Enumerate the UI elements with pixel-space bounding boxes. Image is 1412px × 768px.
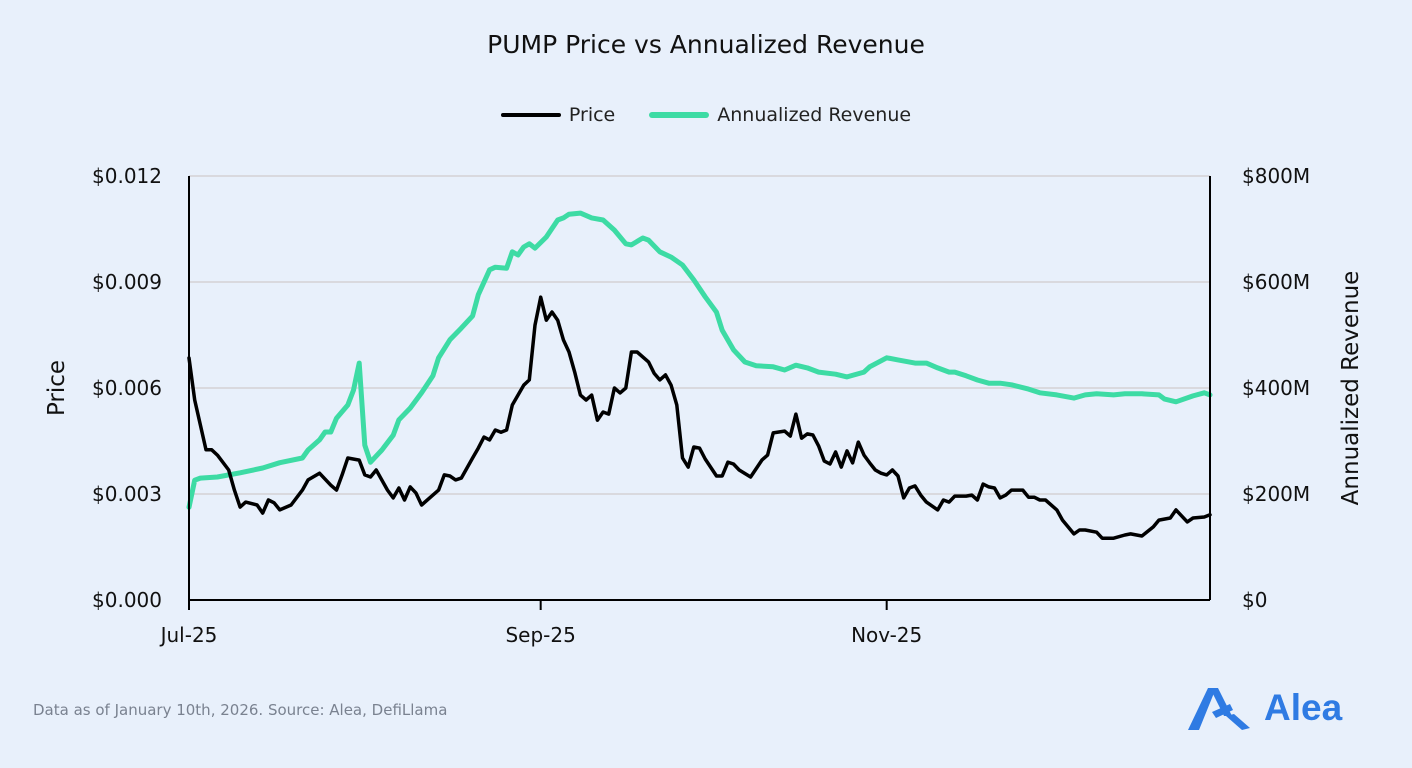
y-tick-label-right: $200M <box>1242 482 1310 506</box>
legend-item-revenue: Annualized Revenue <box>649 104 911 126</box>
source-note: Data as of January 10th, 2026. Source: A… <box>33 701 448 719</box>
legend-swatch-price <box>500 113 561 117</box>
legend-label-revenue: Annualized Revenue <box>717 104 912 126</box>
brand-logo: Alea <box>1188 686 1342 730</box>
x-tick-label: Nov-25 <box>851 623 922 647</box>
y-tick-label-left: $0.006 <box>92 376 162 400</box>
legend-item-price: Price <box>500 104 616 126</box>
x-tick-label: Jul-25 <box>159 623 218 647</box>
logo-text: Alea <box>1264 687 1343 728</box>
legend-label-price: Price <box>568 104 616 126</box>
y-tick-label-right: $800M <box>1242 164 1310 188</box>
y-tick-label-right: $400M <box>1242 376 1310 400</box>
chart-title: PUMP Price vs Annualized Revenue <box>487 30 925 59</box>
legend-swatch-revenue <box>649 112 710 118</box>
y-tick-label-right: $0 <box>1242 588 1267 612</box>
legend: Price Annualized Revenue <box>0 104 1412 126</box>
y-tick-label-left: $0.003 <box>92 482 162 506</box>
y-axis-label-left: Price <box>44 360 70 416</box>
y-tick-label-left: $0.009 <box>92 270 162 294</box>
x-tick-label: Sep-25 <box>505 623 575 647</box>
y-tick-label-left: $0.012 <box>92 164 162 188</box>
price-line <box>187 295 1212 540</box>
revenue-line <box>186 210 1213 510</box>
y-tick-label-left: $0.000 <box>92 588 162 612</box>
y-axis-label-right: Annualized Revenue <box>1338 271 1364 506</box>
y-tick-label-right: $600M <box>1242 270 1310 294</box>
alea-logo-icon <box>1188 688 1250 730</box>
